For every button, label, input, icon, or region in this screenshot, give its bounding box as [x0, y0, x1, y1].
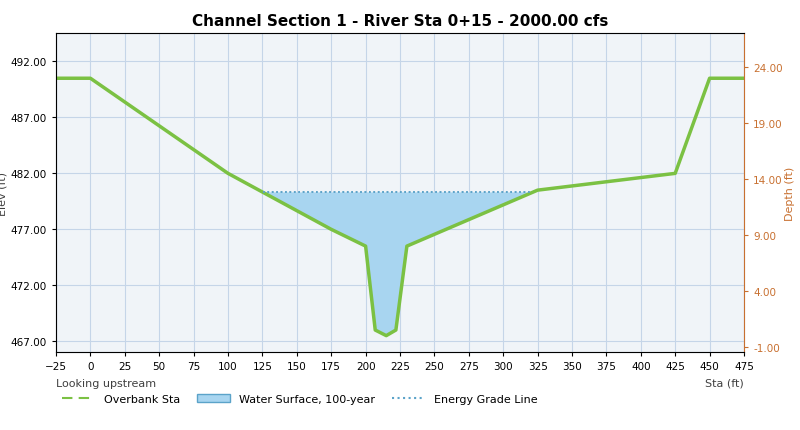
Title: Channel Section 1 - River Sta 0+15 - 2000.00 cfs: Channel Section 1 - River Sta 0+15 - 200… [192, 14, 608, 29]
Text: Looking upstream: Looking upstream [56, 378, 156, 388]
Y-axis label: Elev (ft): Elev (ft) [0, 172, 8, 215]
Y-axis label: Depth (ft): Depth (ft) [786, 166, 795, 221]
Polygon shape [263, 193, 532, 336]
Legend: Overbank Sta, Water Surface, 100-year, Energy Grade Line: Overbank Sta, Water Surface, 100-year, E… [62, 394, 538, 404]
Text: Sta (ft): Sta (ft) [706, 378, 744, 388]
